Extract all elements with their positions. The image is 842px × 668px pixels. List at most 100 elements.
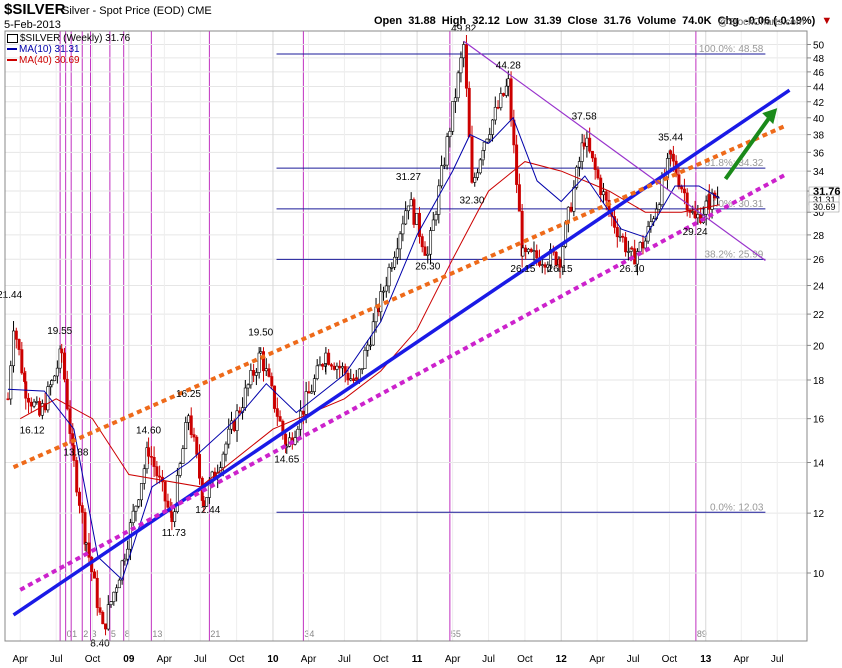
price-candle (420, 236, 424, 248)
price-candle (198, 454, 202, 479)
fib-time-label: 89 (697, 629, 707, 639)
price-candle (593, 157, 597, 170)
price-candle (246, 384, 250, 389)
fib-time-label: 55 (451, 629, 461, 639)
price-candle (517, 184, 521, 212)
price-candle (189, 415, 193, 435)
price-candle (178, 463, 182, 476)
price-point-label: 26.15 (510, 264, 535, 275)
fib-level-label: 0.0%: 12.03 (710, 502, 764, 513)
price-tick-label: 36 (813, 148, 825, 159)
legend-symbol-text: $SILVER (Weekly) 31.76 (20, 33, 131, 44)
price-candle (521, 247, 525, 257)
price-candle (491, 119, 495, 135)
price-candle (580, 142, 584, 162)
price-candle (327, 352, 331, 365)
price-candle (604, 191, 608, 201)
price-candle (448, 131, 452, 138)
price-candle (682, 188, 686, 194)
price-candle (6, 398, 10, 401)
price-candle (315, 365, 319, 379)
symbol-title: $SILVER (4, 1, 66, 18)
price-candle (406, 205, 410, 212)
price-candle (529, 248, 533, 252)
price-candle (186, 415, 190, 423)
legend-line-icon (7, 59, 17, 62)
price-candle (83, 512, 87, 545)
price-point-label: 29.24 (683, 227, 708, 238)
price-candle (117, 579, 121, 589)
price-tick-label: 26 (813, 255, 825, 266)
price-candle (499, 93, 503, 108)
stockcharts-watermark: @StockCharts.com (718, 17, 805, 28)
price-candle (332, 365, 336, 370)
price-candle (524, 247, 528, 253)
price-candle (470, 136, 474, 183)
price-candle (395, 248, 399, 258)
price-candle (615, 227, 619, 238)
price-candle (275, 408, 279, 417)
price-candle (321, 364, 325, 367)
price-point-label: 14.65 (274, 455, 299, 466)
price-candle (415, 213, 419, 225)
price-candle (123, 558, 127, 562)
price-candle (261, 351, 265, 372)
price-candle (329, 364, 333, 367)
legend-swatch-icon (7, 33, 18, 43)
price-candle (409, 199, 413, 207)
price-candle (618, 235, 622, 238)
price-candle (360, 368, 364, 370)
fib-time-label: 8 (125, 629, 130, 639)
price-tick-label: 34 (813, 167, 825, 178)
price-tick-label: 12 (813, 509, 825, 520)
last-price-tag-label: 30.69 (813, 202, 836, 212)
price-candle (677, 174, 681, 188)
price-candle (660, 176, 664, 206)
time-tick-label: Apr (157, 654, 173, 665)
price-tick-label: 14 (813, 459, 825, 470)
price-candle (493, 106, 497, 121)
price-candle (504, 85, 508, 96)
price-candle (357, 368, 361, 380)
price-tick-label: 10 (813, 569, 825, 580)
time-tick-label: Apr (445, 654, 461, 665)
price-candle (572, 187, 576, 212)
price-candle (482, 141, 486, 151)
price-tick-label: 20 (813, 341, 825, 352)
price-candle (84, 542, 88, 545)
price-point-label: 8.40 (90, 638, 110, 649)
price-candle (485, 138, 489, 143)
price-candle (506, 78, 510, 87)
price-candle (27, 397, 31, 403)
price-candle (273, 385, 277, 409)
price-candle (254, 372, 258, 376)
price-candle (166, 500, 170, 508)
price-candle (379, 291, 383, 313)
close-value: 31.76 (603, 15, 632, 27)
high-label: High (441, 15, 467, 27)
price-candle (473, 177, 477, 183)
price-candle (243, 387, 247, 408)
price-candle (264, 368, 268, 372)
price-candle (335, 365, 339, 370)
price-candle (112, 591, 116, 602)
price-candle (134, 505, 138, 512)
time-tick-label: Apr (589, 654, 605, 665)
price-candle (569, 206, 573, 212)
price-candle (398, 233, 402, 250)
fib-time-label: 13 (152, 629, 162, 639)
price-candle (643, 240, 647, 249)
price-candle (478, 159, 482, 174)
price-candle (92, 571, 96, 579)
down-triangle-icon: ▼ (821, 15, 833, 27)
price-candle (641, 242, 645, 249)
price-tick-label: 18 (813, 376, 825, 387)
price-candle (324, 352, 328, 364)
price-candle (710, 192, 714, 210)
price-candle (543, 264, 547, 268)
green-arrow-shaft (723, 113, 773, 181)
ma40-line (19, 161, 720, 488)
price-candle (630, 247, 634, 250)
price-candle (561, 246, 565, 268)
price-candle (382, 290, 386, 293)
